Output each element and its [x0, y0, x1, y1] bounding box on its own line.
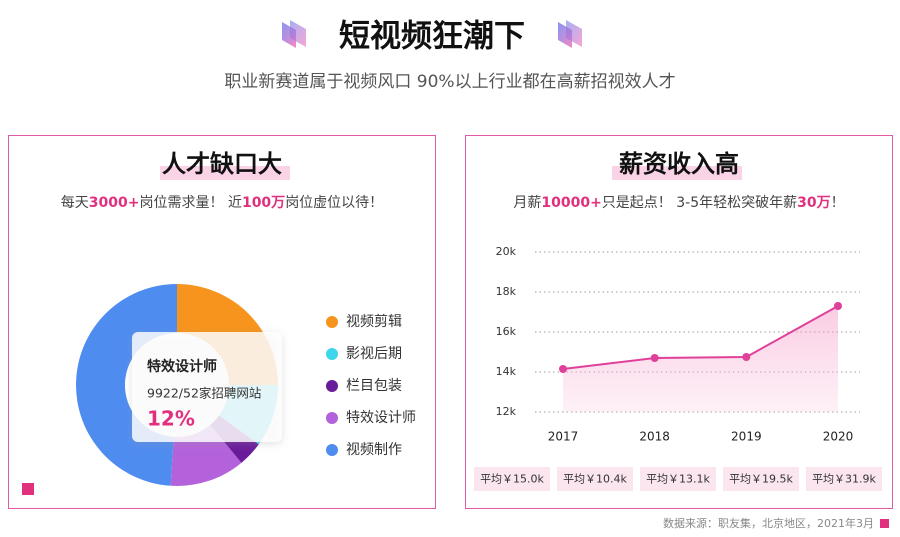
legend-swatch	[326, 412, 338, 424]
line-point	[742, 353, 751, 361]
panel-subtitle: 月薪10000+只是起点！ 3-5年轻松突破年薪30万！	[513, 195, 844, 211]
average-label: 平均￥13.1k	[646, 473, 710, 486]
subtitle-text: 岗位虚位以待！	[285, 195, 383, 211]
corner-square	[22, 483, 34, 495]
tooltip-box	[132, 332, 282, 442]
subtitle-text: ！	[831, 195, 845, 211]
y-tick-label: 20k	[496, 245, 517, 258]
legend-label: 视频制作	[346, 442, 402, 458]
x-tick-label: 2020	[823, 430, 854, 444]
line-point	[559, 365, 567, 373]
average-box	[474, 467, 550, 491]
y-tick-label: 18k	[496, 285, 517, 298]
footer-source: 数据来源：职友集，北京地区，2021年3月	[663, 516, 874, 530]
legend-swatch	[326, 316, 338, 328]
subtitle-highlight: 10000+	[541, 195, 601, 211]
footer-square	[880, 519, 889, 528]
average-label: 平均￥31.9k	[812, 473, 876, 486]
tooltip-text: 9922/52家招聘网站	[147, 386, 261, 401]
panel-title: 人才缺口大	[162, 150, 282, 178]
panel-title: 薪资收入高	[619, 150, 739, 178]
page-subtitle: 职业新赛道属于视频风口 90%以上行业都在高薪招视效人才	[224, 71, 675, 92]
legend-label: 栏目包装	[346, 378, 402, 394]
legend-label: 影视后期	[346, 346, 402, 362]
average-box	[723, 467, 799, 491]
average-label: 平均￥10.4k	[563, 473, 627, 486]
x-tick-label: 2019	[731, 430, 762, 444]
legend-label: 特效设计师	[346, 410, 416, 426]
subtitle-highlight: 100万	[242, 195, 285, 211]
line-point	[834, 302, 842, 310]
average-box	[557, 467, 633, 491]
subtitle-highlight: 3000+	[89, 195, 140, 211]
legend-swatch	[326, 348, 338, 360]
y-tick-label: 14k	[496, 365, 517, 378]
legend-swatch	[326, 444, 338, 456]
line-path	[562, 305, 839, 370]
subtitle-highlight: 30万	[797, 195, 830, 211]
average-label: 平均￥19.5k	[729, 473, 793, 486]
page-title: 短视频狂潮下	[339, 19, 525, 55]
tooltip-value: 12%	[147, 407, 195, 431]
legend-label: 视频剪辑	[346, 314, 402, 330]
title-highlight	[612, 166, 742, 180]
legend-swatch	[326, 380, 338, 392]
average-label: 平均￥15.0k	[480, 473, 544, 486]
x-tick-label: 2018	[639, 430, 670, 444]
x-tick-label: 2017	[548, 430, 579, 444]
subtitle-text: 每天	[61, 195, 89, 211]
tooltip-title: 特效设计师	[147, 358, 217, 375]
subtitle-text: 月薪	[513, 195, 541, 211]
title-highlight	[160, 166, 290, 180]
y-tick-label: 16k	[496, 325, 517, 338]
average-box	[806, 467, 882, 491]
title-decoration	[282, 20, 582, 48]
panel-subtitle: 每天3000+岗位需求量！ 近100万岗位虚位以待！	[61, 195, 383, 211]
line-point	[650, 354, 659, 362]
subtitle-text: 岗位需求量！ 近	[140, 195, 242, 211]
y-tick-label: 12k	[496, 405, 517, 418]
line-area	[563, 306, 838, 412]
subtitle-text: 只是起点！ 3-5年轻松突破年薪	[602, 195, 797, 211]
average-box	[640, 467, 716, 491]
